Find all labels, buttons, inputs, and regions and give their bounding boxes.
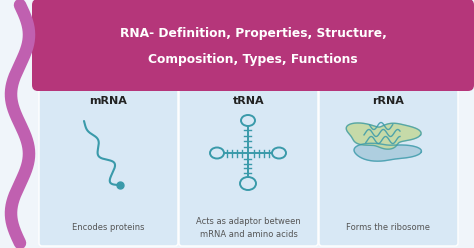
Text: rRNA: rRNA bbox=[373, 96, 404, 106]
FancyBboxPatch shape bbox=[39, 85, 178, 246]
Text: Acts as adaptor between
mRNA and amino acids: Acts as adaptor between mRNA and amino a… bbox=[196, 217, 301, 239]
Polygon shape bbox=[346, 123, 421, 149]
Text: mRNA: mRNA bbox=[90, 96, 128, 106]
FancyBboxPatch shape bbox=[179, 85, 318, 246]
FancyBboxPatch shape bbox=[319, 85, 458, 246]
Polygon shape bbox=[354, 143, 421, 161]
Text: RNA- Definition, Properties, Structure,: RNA- Definition, Properties, Structure, bbox=[119, 27, 386, 39]
Text: tRNA: tRNA bbox=[233, 96, 264, 106]
FancyBboxPatch shape bbox=[32, 0, 474, 91]
Text: Encodes proteins: Encodes proteins bbox=[72, 223, 145, 233]
Text: Forms the ribosome: Forms the ribosome bbox=[346, 223, 430, 233]
Text: Composition, Types, Functions: Composition, Types, Functions bbox=[148, 53, 358, 66]
